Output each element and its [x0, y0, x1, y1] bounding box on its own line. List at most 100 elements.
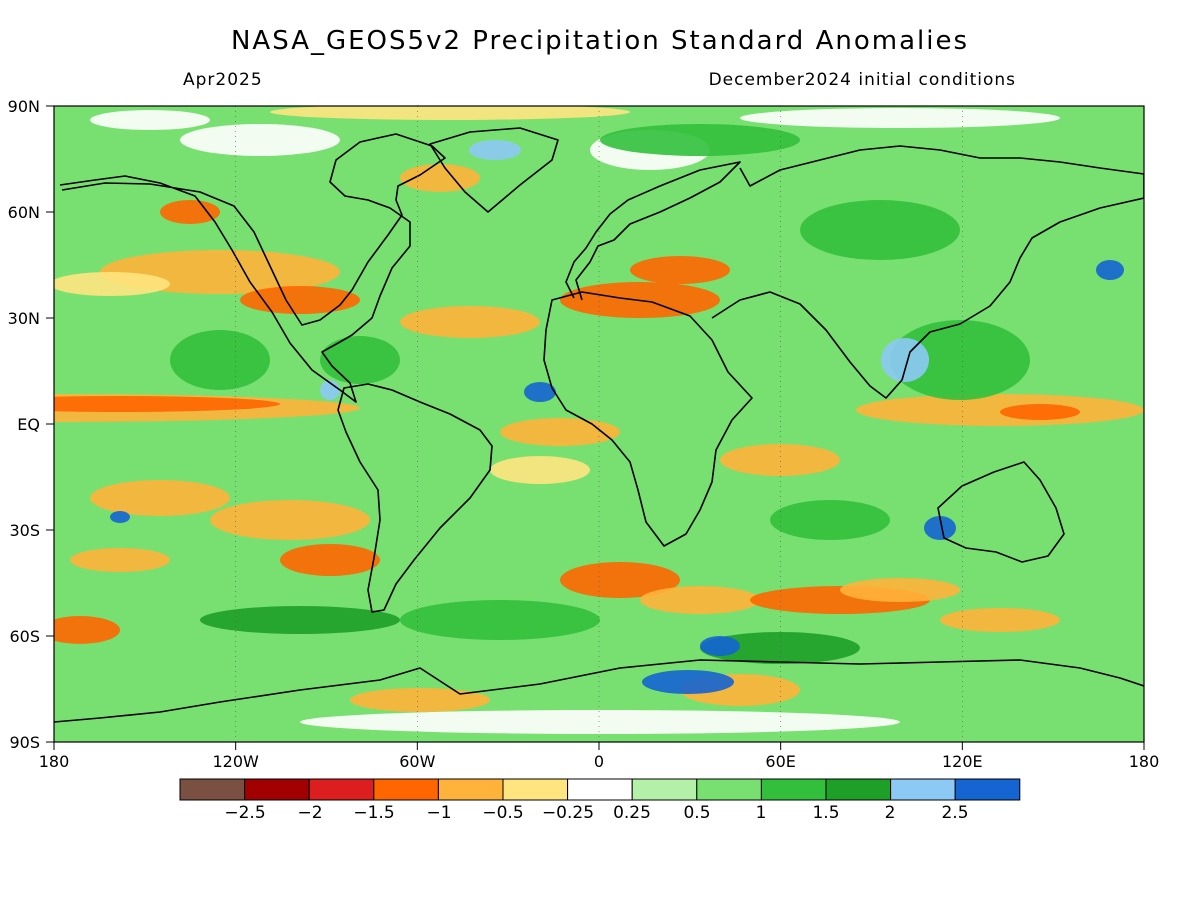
- colorbar-swatch: [244, 778, 310, 801]
- anomaly-patch: [490, 456, 590, 484]
- anomaly-patch: [400, 600, 600, 640]
- anomaly-patch: [881, 338, 929, 382]
- anomaly-patch: [940, 608, 1060, 632]
- lon-label-180w: 180: [39, 752, 70, 771]
- anomaly-patch: [1096, 260, 1124, 280]
- anomaly-patch: [500, 418, 620, 446]
- colorbar-swatch: [308, 778, 375, 801]
- anomaly-patch: [54, 396, 280, 412]
- lon-label-60w: 60W: [399, 752, 435, 771]
- north-america-outline: [59, 133, 446, 403]
- lat-label-30n: 30N: [8, 309, 40, 328]
- anomaly-patch: [54, 616, 120, 644]
- colorbar-swatch: [502, 778, 569, 801]
- colorbar-label-neg-0-5: −0.5: [482, 803, 523, 823]
- colorbar-label-neg-2: −2: [297, 803, 322, 823]
- anomaly-patch: [1000, 404, 1080, 420]
- anomaly-patch: [890, 320, 1030, 400]
- colorbar: [179, 778, 1021, 801]
- colorbar-swatch: [373, 778, 439, 801]
- colorbar-label-2: 2: [885, 803, 896, 823]
- lat-label-60n: 60N: [8, 203, 40, 222]
- colorbar-swatch: [890, 778, 956, 801]
- anomaly-patch: [524, 382, 556, 402]
- map-field: [54, 106, 1144, 742]
- valid-month-label: Apr2025: [183, 70, 263, 90]
- anomaly-patch: [400, 164, 480, 192]
- anomaly-patch: [924, 516, 956, 540]
- anomaly-patch: [350, 688, 490, 712]
- anomaly-patch: [90, 480, 230, 516]
- anomaly-patch: [270, 106, 630, 120]
- colorbar-label-1: 1: [756, 803, 767, 823]
- australia-outline: [937, 461, 1065, 563]
- anomaly-patch: [70, 548, 170, 572]
- south-america-outline: [337, 383, 493, 613]
- colorbar-swatch: [825, 778, 892, 801]
- asia-outline: [711, 145, 1144, 399]
- anomaly-patch: [300, 710, 900, 734]
- gridlines: [235, 106, 963, 742]
- colorbar-swatch: [437, 778, 504, 801]
- lon-labels: 180 120W 60W 0 60E 120E 180: [39, 752, 1160, 771]
- colorbar-swatch: [760, 778, 827, 801]
- lon-label-60e: 60E: [765, 752, 795, 771]
- lon-label-180e: 180: [1129, 752, 1160, 771]
- anomaly-patch: [90, 110, 210, 130]
- anomaly-patch: [200, 606, 400, 634]
- colorbar-label-0-25: 0.25: [613, 803, 651, 823]
- lat-label-30s: 30S: [9, 521, 40, 540]
- anomaly-patch: [640, 586, 760, 614]
- anomaly-patch: [770, 500, 890, 540]
- africa-outline: [543, 291, 753, 547]
- anomaly-patch: [740, 108, 1060, 128]
- antarctica-outline: [54, 659, 1144, 723]
- colorbar-swatch: [954, 778, 1021, 801]
- anomaly-patch: [280, 544, 380, 576]
- anomaly-patch: [180, 124, 340, 156]
- anomaly-patch: [210, 500, 370, 540]
- lat-label-60s: 60S: [9, 627, 40, 646]
- colorbar-swatch: [567, 778, 633, 801]
- colorbar-swatch: [696, 778, 762, 801]
- colorbar-label-neg-2-5: −2.5: [224, 803, 265, 823]
- anomaly-patch: [840, 578, 960, 602]
- anomaly-patch: [700, 636, 740, 656]
- anomaly-patch: [320, 336, 400, 384]
- anomaly-patch: [54, 272, 170, 296]
- colorbar-label-0-5: 0.5: [683, 803, 710, 823]
- anomaly-patch: [800, 200, 960, 260]
- colorbar-label-1-5: 1.5: [812, 803, 839, 823]
- anomaly-patch: [400, 306, 540, 338]
- anomaly-patch: [320, 380, 340, 400]
- anomaly-patch: [600, 124, 800, 156]
- anomaly-patch: [170, 330, 270, 390]
- anomaly-patch: [720, 444, 840, 476]
- coastlines: [54, 127, 1144, 723]
- lon-axis: [53, 742, 1145, 750]
- lat-axis: [46, 105, 54, 743]
- lat-label-eq: EQ: [17, 415, 40, 434]
- lon-label-120e: 120E: [942, 752, 983, 771]
- colorbar-label-neg-1-5: −1.5: [353, 803, 394, 823]
- colorbar-label-neg-0-25: −0.25: [542, 803, 594, 823]
- lat-label-90n: 90N: [8, 97, 40, 116]
- colorbar-swatch: [631, 778, 698, 801]
- lat-label-90s: 90S: [9, 733, 40, 752]
- colorbar-labels: −2.5 −2 −1.5 −1 −0.5 −0.25 0.25 0.5 1 1.…: [224, 803, 968, 823]
- anomaly-patch: [160, 200, 220, 224]
- colorbar-label-2-5: 2.5: [941, 803, 968, 823]
- anomaly-patch: [469, 140, 521, 160]
- colorbar-swatch: [179, 778, 246, 801]
- initial-conditions-label: December2024 initial conditions: [708, 70, 1016, 90]
- anomaly-patch: [110, 511, 130, 523]
- greenland-outline: [429, 127, 559, 213]
- colorbar-label-neg-1: −1: [426, 803, 451, 823]
- anomaly-patch: [700, 632, 860, 664]
- anomaly-patch: [560, 562, 680, 598]
- anomaly-patch: [240, 286, 360, 314]
- anomaly-patch: [642, 670, 734, 694]
- lon-label-0: 0: [594, 752, 604, 771]
- europe-outline: [565, 161, 741, 301]
